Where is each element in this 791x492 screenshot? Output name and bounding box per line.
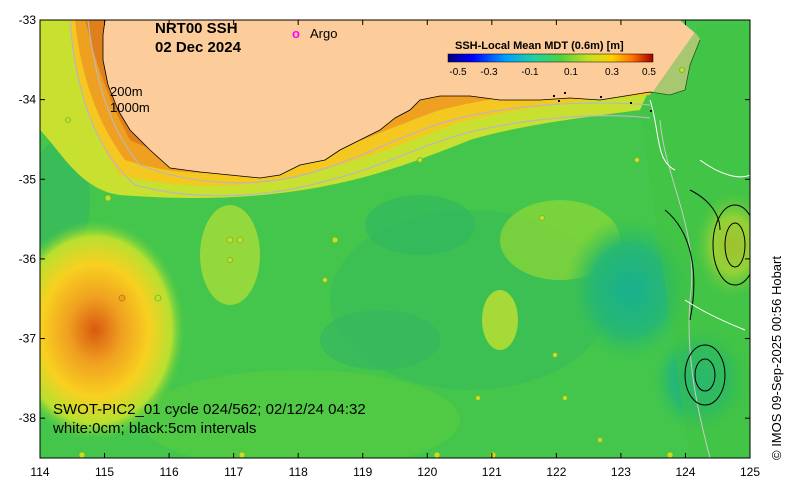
ssh-patch <box>320 310 440 370</box>
y-tick-label: -38 <box>19 411 37 425</box>
y-tick-label: -35 <box>19 172 37 186</box>
x-tick-label: 116 <box>160 465 179 479</box>
cool-eddy <box>565 215 695 365</box>
x-tick-label: 115 <box>95 465 114 479</box>
island <box>558 100 560 102</box>
float-marker <box>475 395 481 401</box>
float-marker <box>65 117 71 123</box>
argo-label: Argo <box>310 26 337 41</box>
colorbar-gradient <box>447 53 654 63</box>
x-tick-label: 119 <box>353 465 372 479</box>
isobath-200m <box>87 20 651 184</box>
float-marker <box>679 67 685 73</box>
ssh-patch <box>482 290 518 350</box>
float-marker <box>597 437 603 443</box>
map-date: 02 Dec 2024 <box>155 39 242 56</box>
float-marker <box>634 157 640 163</box>
map-title: NRT00 SSH <box>155 20 238 37</box>
x-axis: 114 115 116 117 118 119 120 121 122 123 124 125 <box>30 20 760 479</box>
x-tick-label: 122 <box>546 465 566 479</box>
float-marker <box>331 236 339 244</box>
float-marker <box>227 257 233 263</box>
float-marker <box>562 395 568 401</box>
swot-contour <box>694 358 716 392</box>
colorbar: SSH-Local Mean MDT (0.6m) [m] -0.5 -0.3 -0… <box>447 40 656 78</box>
y-axis: -33 -34 -35 -36 -37 -38 <box>19 13 750 425</box>
swot-contours <box>664 189 750 406</box>
island <box>600 96 602 98</box>
x-tick-label: 125 <box>740 465 760 479</box>
swot-info-line1: SWOT-PIC2_01 cycle 024/562; 02/12/24 04:… <box>53 401 366 418</box>
swot-contour <box>684 344 726 406</box>
float-marker <box>539 215 545 221</box>
swot-zero-contour <box>649 99 676 171</box>
x-tick-label: 117 <box>224 465 243 479</box>
islands <box>553 92 652 112</box>
colorbar-tick-label: 0.3 <box>605 67 619 78</box>
y-tick-label: -36 <box>19 252 37 266</box>
float-marker <box>154 294 162 302</box>
x-tick-label: 120 <box>417 465 437 479</box>
coastline <box>102 20 701 179</box>
plot-area <box>40 20 750 458</box>
x-tick-label: 124 <box>675 465 695 479</box>
isobath-200m-label: 200m <box>110 84 143 99</box>
float-marker <box>226 236 234 244</box>
island <box>630 102 632 104</box>
colorbar-tick-label: 0.1 <box>564 67 578 78</box>
colorbar-tick-label: -0.3 <box>480 67 498 78</box>
isobath-east <box>659 119 711 458</box>
isobath-1000m-label: 1000m <box>110 100 150 115</box>
colorbar-tick-label: -0.1 <box>521 67 539 78</box>
swot-info-line2: white:0cm; black:5cm intervals <box>52 420 256 437</box>
island <box>564 92 566 94</box>
float-marker <box>489 451 497 458</box>
warm-eddy <box>40 220 185 440</box>
x-tick-label: 118 <box>289 465 308 479</box>
swot-contour <box>712 204 750 286</box>
ssh-patch <box>140 370 460 458</box>
float-marker <box>552 352 558 358</box>
credit-text: © IMOS 09-Sep-2025 00:56 Hobart <box>769 256 784 460</box>
float-marker <box>322 277 328 283</box>
cool-eddy <box>650 325 750 435</box>
x-tick-label: 121 <box>482 465 502 479</box>
y-tick-label: -33 <box>19 13 37 27</box>
float-marker <box>433 451 441 458</box>
float-marker <box>417 157 423 163</box>
float-marker <box>104 194 112 202</box>
swot-zero-contours <box>649 99 750 331</box>
island <box>553 95 555 97</box>
colorbar-tick-label: -0.5 <box>449 67 467 78</box>
y-tick-label: -34 <box>19 93 37 107</box>
colorbar-title: SSH-Local Mean MDT (0.6m) [m] <box>455 40 624 52</box>
colorbar-ticks: -0.5 -0.3 -0.1 0.1 0.3 0.5 <box>449 67 656 78</box>
ssh-patch <box>200 205 260 305</box>
x-tick-label: 123 <box>611 465 631 479</box>
swot-contour <box>689 189 721 231</box>
swot-swath <box>640 25 750 458</box>
swot-zero-contour <box>699 159 750 178</box>
swot-contour <box>664 209 695 321</box>
float-marker <box>78 451 86 458</box>
warm-eddy-east <box>693 190 750 300</box>
float-marker <box>118 294 126 302</box>
colorbar-tick-label: 0.5 <box>642 67 656 78</box>
y-tick-label: -37 <box>19 332 37 346</box>
float-markers <box>65 67 685 458</box>
float-marker <box>236 236 244 244</box>
swot-zero-contour <box>684 299 746 331</box>
x-tick-label: 114 <box>30 465 49 479</box>
argo-marker: o <box>292 26 300 41</box>
ssh-patch <box>365 195 475 255</box>
isobath-1000m <box>69 20 651 197</box>
island <box>650 110 652 112</box>
plot-frame <box>39 19 751 459</box>
float-marker <box>666 451 674 458</box>
float-marker <box>238 451 246 458</box>
swot-contour <box>724 222 746 268</box>
